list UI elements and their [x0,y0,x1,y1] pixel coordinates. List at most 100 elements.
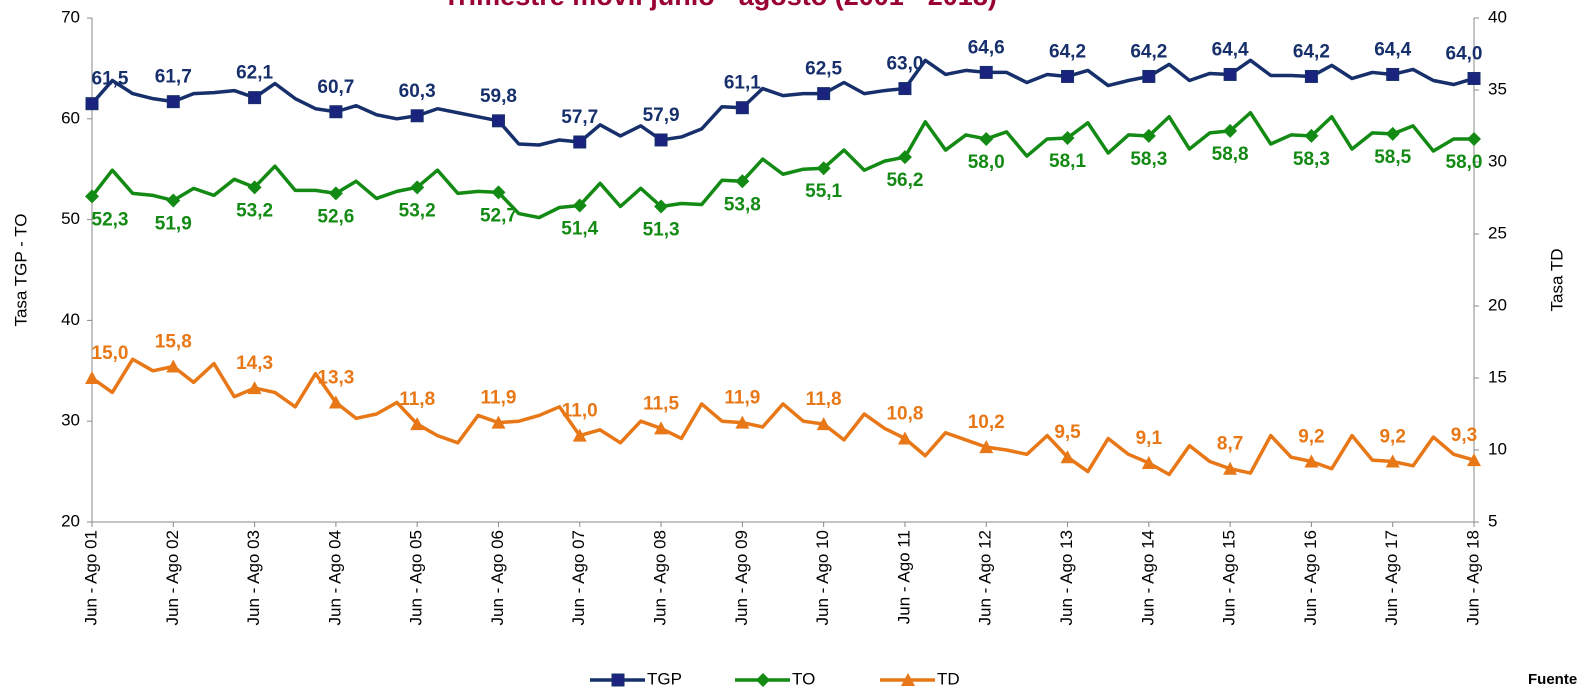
legend-marker [756,673,770,687]
marker [1467,131,1481,146]
x-tick-label: Jun - Ago 14 [1138,530,1157,625]
value-label: 10,8 [886,403,923,424]
x-tick-label: Jun - Ago 05 [407,530,426,625]
x-tick-label: Jun - Ago 15 [1220,530,1239,625]
marker [1141,455,1156,469]
marker [410,417,425,431]
marker [1061,69,1075,83]
value-label: 61,1 [724,73,761,94]
value-label: 64,4 [1212,39,1249,60]
value-label: 11,0 [562,401,598,422]
marker [1467,71,1481,85]
value-label: 62,1 [236,63,273,84]
y2-tick-label: 15 [1488,367,1507,386]
value-label: 9,2 [1379,427,1405,448]
value-label: 13,3 [317,367,354,388]
value-label: 52,6 [317,206,354,227]
y2-tick-label: 20 [1488,295,1507,314]
value-label: 61,5 [92,69,129,90]
marker [166,95,180,109]
legend-marker [901,673,915,686]
marker [85,371,99,384]
x-tick-label: Jun - Ago 12 [976,530,995,625]
x-tick-label: Jun - Ago 10 [813,530,832,625]
value-label: 64,0 [1446,43,1483,64]
marker [817,87,831,101]
marker [654,133,668,147]
value-label: 59,8 [480,86,517,107]
value-label: 15,0 [92,343,129,364]
marker [491,185,506,200]
value-label: 9,2 [1298,427,1324,448]
marker [247,381,262,395]
value-label: 64,2 [1130,41,1167,62]
value-label: 14,3 [236,353,273,374]
value-label: 60,3 [399,81,436,102]
value-label: 58,3 [1130,149,1167,170]
marker [166,359,181,373]
x-tick-label: Jun - Ago 04 [325,530,344,625]
value-label: 58,0 [1446,152,1483,173]
series-line [90,357,1475,477]
series-line [90,58,1475,147]
value-label: 58,5 [1374,147,1411,168]
value-label: 58,3 [1293,149,1330,170]
y2-tick-label: 25 [1488,223,1507,242]
marker [735,101,749,115]
marker [1223,461,1238,475]
value-label: 61,7 [155,67,192,88]
value-label: 11,9 [724,388,760,409]
value-label: 60,7 [317,77,354,98]
value-label: 64,4 [1374,39,1411,60]
marker [247,180,262,195]
y-tick-label: 20 [61,511,80,530]
marker [1304,69,1318,83]
marker [1385,126,1400,141]
value-label: 58,1 [1049,151,1086,172]
legend-label: TO [792,669,815,688]
marker [654,199,669,214]
x-tick-label: Jun - Ago 07 [569,530,588,625]
value-label: 8,7 [1217,434,1243,455]
x-tick-label: Jun - Ago 01 [81,530,100,625]
marker [572,198,587,213]
value-label: 56,2 [886,170,923,191]
x-tick-label: Jun - Ago 02 [163,530,182,625]
value-label: 53,2 [399,200,436,221]
x-tick-label: Jun - Ago 08 [651,530,670,625]
marker [816,161,831,176]
marker [1223,67,1237,81]
marker [898,82,912,96]
value-label: 63,0 [886,54,923,75]
marker [85,97,99,111]
marker [1467,453,1481,467]
value-label: 53,2 [236,200,273,221]
marker [1304,128,1319,143]
marker [491,114,505,128]
value-label: 53,8 [724,194,761,215]
x-tick-label: Jun - Ago 18 [1463,530,1482,625]
marker [410,109,424,123]
marker [1304,454,1319,468]
marker [979,440,994,454]
value-label: 10,2 [968,412,1005,433]
x-tick-label: Jun - Ago 11 [894,530,913,624]
y2-tick-label: 40 [1488,7,1507,26]
marker [1060,130,1075,145]
marker [735,415,750,429]
y-tick-label: 60 [61,108,80,127]
value-label: 62,5 [805,59,842,80]
value-label: 15,8 [155,331,192,352]
x-tick-label: Jun - Ago 13 [1057,530,1076,625]
value-label: 51,9 [155,213,192,234]
marker [979,65,993,79]
marker [573,135,587,149]
x-tick-label: Jun - Ago 06 [488,530,507,625]
y-tick-label: 50 [61,209,80,228]
marker [735,174,750,189]
marker [1141,128,1156,143]
value-label: 11,8 [806,389,842,410]
marker [410,180,425,195]
marker [1223,123,1238,138]
